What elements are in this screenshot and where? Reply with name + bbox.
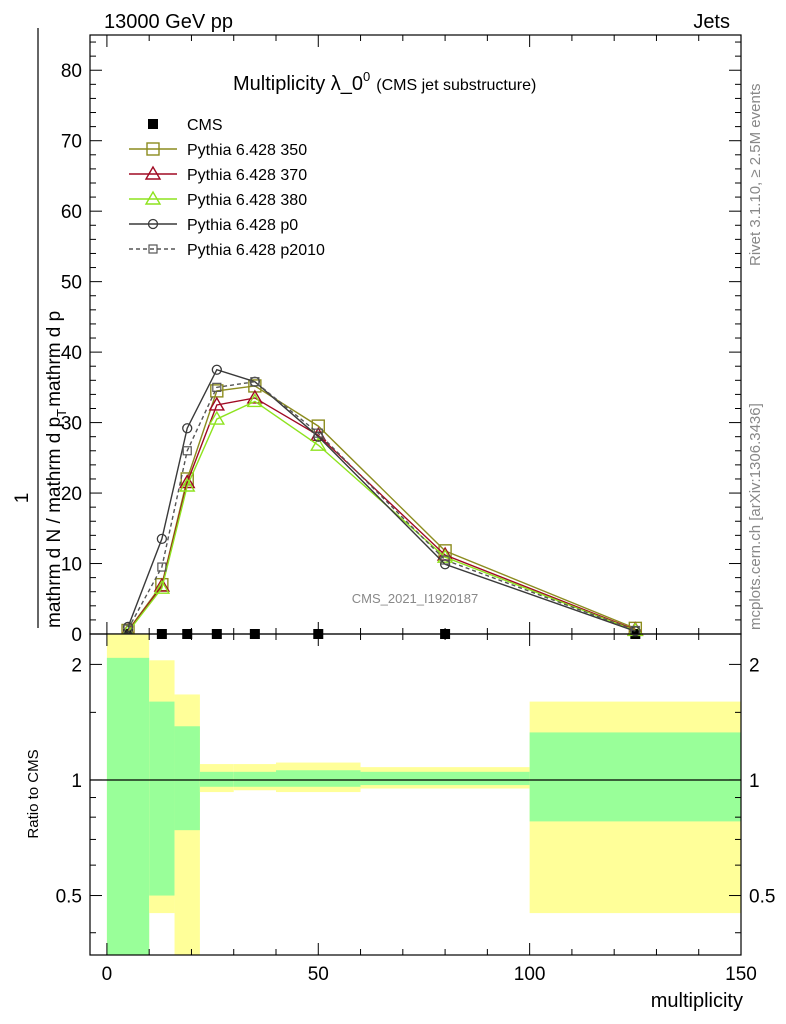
x-tick-labels: 0 50 100 150 (102, 964, 757, 985)
ratio-tick-label-left: 1 (71, 771, 82, 792)
x-tick-label: 150 (725, 964, 757, 985)
data-point-pythia-6-428-370 (246, 389, 264, 404)
ratio-plot-frame (89, 633, 742, 956)
header-left: 13000 GeV pp (104, 11, 233, 33)
mcplots-label: mcplots.cern.ch [arXiv:1306.3436] (747, 403, 764, 630)
data-point-pythia-6-428-p0 (182, 423, 193, 434)
x-axis-label: multiplicity (651, 990, 743, 1012)
x-tick-label: 50 (308, 964, 329, 985)
ratio-axis-ticks: 0.5 0.5 1 1 2 2 (56, 634, 775, 955)
main-y-label: 1 mathrm d N / mathrm d pTmathrm d p (12, 28, 69, 628)
data-point-pythia-6-428-p2010 (157, 562, 167, 572)
ratio-band-green (360, 771, 530, 786)
data-point-pythia-6-428-380 (246, 393, 264, 408)
ratio-band-green (106, 657, 150, 955)
ratio-band-green (149, 701, 175, 896)
data-point-pythia-6-428-p0 (211, 364, 222, 375)
ratio-band-green (199, 771, 234, 787)
legend-label-cms: CMS (187, 117, 223, 134)
y-tick-label: 60 (61, 202, 82, 223)
data-point-pythia-6-428-380 (208, 410, 226, 425)
ratio-tick-label-right: 1 (749, 771, 760, 792)
series-line-pythia-6-428-p0 (127, 368, 636, 632)
legend-marker-cms (148, 119, 158, 129)
ratio-band-green (233, 771, 276, 787)
ratio-y-label: Ratio to CMS (25, 749, 42, 838)
data-point-pythia-6-428-p0 (156, 533, 168, 545)
ratio-tick-label-left: 0.5 (56, 887, 82, 908)
y-tick-label: 20 (61, 484, 82, 505)
ylabel-numerator-one: 1 (12, 493, 33, 504)
data-point-pythia-6-428-p2010 (313, 428, 323, 438)
ratio-plot-panel: 0.5 0.5 1 1 2 2 (56, 633, 775, 956)
x-tick-label: 0 (102, 964, 113, 985)
main-series-layer (119, 364, 644, 639)
plot-title: Multiplicity λ_00(CMS jet substructure) (233, 69, 536, 95)
y-tick-label: 80 (61, 61, 82, 82)
data-point-pythia-6-428-p2010 (250, 377, 260, 387)
legend: CMS Pythia 6.428 350 Pythia 6.428 370 Pythi… (129, 117, 325, 259)
data-point-pythia-6-428-p2010 (440, 555, 450, 565)
legend-marker-pythia-6-428-380 (144, 190, 162, 205)
series-pythia-6-428-p2010 (123, 377, 640, 636)
ratio-band-green (529, 732, 741, 822)
data-point-pythia-6-428-p2010 (123, 624, 133, 634)
ratio-band-green (276, 770, 361, 787)
legend-marker-pythia-6-428-p2010 (148, 244, 158, 254)
main-plot-panel: 0 10 20 30 40 50 60 70 80 (61, 34, 742, 646)
y-tick-label: 0 (71, 625, 82, 646)
ratio-band-green (174, 726, 200, 831)
data-point-pythia-6-428-380 (179, 477, 196, 492)
data-point-pythia-6-428-370 (153, 577, 171, 592)
legend-label-pythia-6-428-370: Pythia 6.428 370 (187, 167, 307, 184)
legend-marker-pythia-6-428-370 (144, 165, 162, 180)
ratio-tick-label-right: 2 (749, 655, 760, 676)
ratio-tick-label-left: 2 (71, 655, 82, 676)
data-point-pythia-6-428-370 (208, 396, 226, 411)
data-point-pythia-6-428-p2010 (182, 446, 192, 456)
ylabel-denominator: mathrm d N / mathrm d pTmathrm d p (44, 311, 69, 628)
y-tick-label: 70 (61, 132, 82, 153)
y-tick-label: 30 (61, 414, 82, 435)
y-tick-label: 50 (61, 273, 82, 294)
main-axis-ticks: 0 10 20 30 40 50 60 70 80 (61, 35, 742, 646)
legend-label-pythia-6-428-p2010: Pythia 6.428 p2010 (187, 242, 325, 259)
legend-label-pythia-6-428-380: Pythia 6.428 380 (187, 192, 307, 209)
x-tick-label: 100 (514, 964, 546, 985)
header-right: Jets (693, 11, 730, 33)
data-point-pythia-6-428-380 (153, 579, 171, 594)
legend-label-pythia-6-428-350: Pythia 6.428 350 (187, 142, 307, 159)
legend-label-pythia-6-428-p0: Pythia 6.428 p0 (187, 217, 298, 234)
legend-marker-pythia-6-428-350 (146, 142, 160, 156)
legend-marker-pythia-6-428-p0 (147, 218, 159, 230)
analysis-id-label: CMS_2021_I1920187 (352, 591, 479, 606)
rivet-label: Rivet 3.1.10, ≥ 2.5M events (747, 84, 764, 267)
ratio-tick-label-right: 0.5 (749, 887, 775, 908)
y-tick-label: 40 (61, 343, 82, 364)
data-point-pythia-6-428-380 (310, 436, 327, 451)
y-tick-label: 10 (61, 555, 82, 576)
ratio-bands-layer (106, 634, 741, 955)
data-point-pythia-6-428-p2010 (212, 382, 222, 392)
